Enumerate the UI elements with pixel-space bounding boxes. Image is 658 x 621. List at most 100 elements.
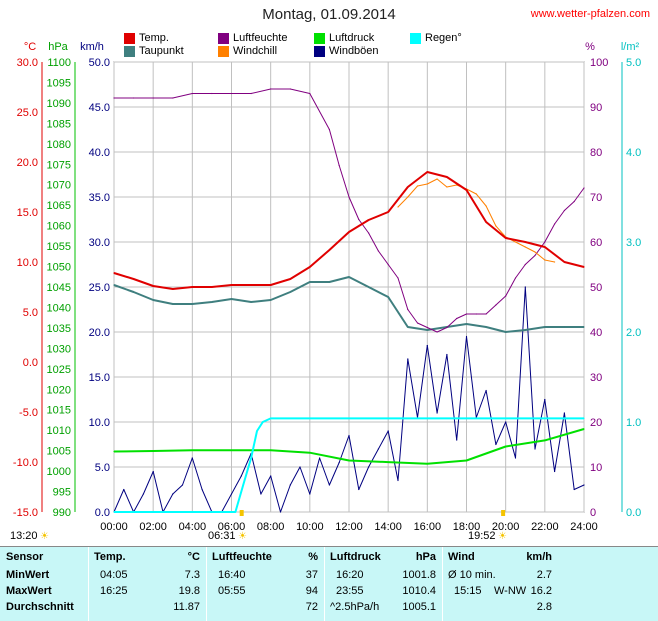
press-time: ^2.5hPa/h <box>330 601 380 613</box>
pressure-tick-label: 1060 <box>47 221 71 233</box>
data-point <box>524 263 526 266</box>
data-point <box>289 278 291 280</box>
site-link[interactable]: www.wetter-pfalzen.com <box>530 8 650 20</box>
legend-dewpoint: Taupunkt <box>124 45 184 57</box>
data-point <box>348 434 350 437</box>
data-point <box>152 299 154 301</box>
data-point <box>456 317 458 320</box>
data-point <box>309 493 311 495</box>
data-point <box>133 291 135 293</box>
legend-humidity-swatch <box>218 32 229 44</box>
data-point <box>358 488 360 491</box>
data-point <box>554 470 556 473</box>
data-point <box>328 484 330 486</box>
data-point <box>534 254 536 257</box>
data-point <box>250 284 252 286</box>
data-point <box>465 335 468 338</box>
pressure-tick-label: 1070 <box>47 180 71 192</box>
data-point <box>583 428 585 430</box>
data-point <box>191 457 193 459</box>
data-point <box>230 298 233 300</box>
data-point <box>573 488 575 491</box>
legend-rain-swatch <box>410 32 421 44</box>
legend-pressure-swatch <box>314 32 325 44</box>
data-point <box>319 457 321 459</box>
data-point <box>328 128 330 131</box>
x-tick-label: 22:00 <box>531 521 559 533</box>
temp-tick-label: -10.0 <box>13 457 38 469</box>
humidity-tick-label: 60 <box>590 237 602 249</box>
data-point <box>242 484 244 486</box>
hdr-humidity: Luftfeuchte <box>212 551 272 563</box>
hdr-wind: Wind <box>448 551 475 563</box>
data-point <box>465 417 468 419</box>
data-point <box>426 329 428 331</box>
hdr-pressure: Luftdruck <box>330 551 381 563</box>
data-point <box>142 493 144 495</box>
legend-rain-label: Regen° <box>425 32 462 44</box>
temp-tick-label: 0.0 <box>23 357 38 369</box>
data-point <box>133 278 135 280</box>
data-point <box>191 303 193 305</box>
humidity-tick-label: 30 <box>590 372 602 384</box>
legend-temp-label: Temp. <box>139 32 169 44</box>
data-point <box>387 461 389 463</box>
data-point <box>397 479 399 482</box>
data-point <box>240 475 242 477</box>
pressure-tick-label: 1045 <box>47 282 71 294</box>
data-point <box>475 193 477 195</box>
temp-tick-label: 5.0 <box>23 307 38 319</box>
sun-icon: ☀ <box>40 531 49 542</box>
data-point <box>279 511 282 513</box>
pressure-tick-label: 1100 <box>47 57 71 69</box>
pressure-tick-label: 1090 <box>47 98 71 110</box>
data-point <box>495 225 497 227</box>
press-value: 1005.1 <box>402 601 436 613</box>
wind-tick-label: 25.0 <box>89 282 110 294</box>
data-point <box>495 443 497 446</box>
legend-gusts-label: Windböen <box>329 45 379 57</box>
data-point <box>544 417 546 419</box>
temp-value: 19.8 <box>178 585 200 597</box>
pressure-tick-label: 1030 <box>47 343 71 355</box>
wind-tick-label: 30.0 <box>89 237 110 249</box>
data-point <box>563 412 566 414</box>
data-point <box>211 286 213 288</box>
humidity-axis-unit: % <box>585 41 595 53</box>
data-point <box>338 461 340 464</box>
legend-gusts-swatch <box>314 45 325 57</box>
humidity-tick-label: 50 <box>590 282 602 294</box>
data-point <box>505 331 507 333</box>
legend-windchill-label: Windchill <box>233 45 278 57</box>
data-point <box>368 232 370 234</box>
data-point <box>563 261 566 263</box>
data-point <box>544 398 546 401</box>
data-point <box>270 475 272 477</box>
hdr-temp: Temp. <box>94 551 126 563</box>
wind-tick-label: 35.0 <box>89 192 110 204</box>
data-point <box>230 92 233 95</box>
temp-value: 11.87 <box>173 601 200 613</box>
data-point <box>309 92 311 95</box>
data-point <box>368 466 370 468</box>
legend-gusts: Windböen <box>314 45 379 57</box>
pressure-tick-label: 1040 <box>47 302 71 314</box>
wind-tick-label: 15.0 <box>89 372 110 384</box>
data-point <box>230 493 233 495</box>
pressure-tick-label: 1065 <box>47 200 71 212</box>
wind-time: Ø 10 min. <box>448 569 496 581</box>
wind-tick-label: 0.0 <box>95 507 110 519</box>
wind-value: 2.8 <box>536 601 552 613</box>
data-point <box>152 470 154 473</box>
data-point <box>234 511 236 513</box>
hum-time: 05:55 <box>218 585 246 597</box>
data-point <box>583 326 585 328</box>
data-point <box>407 358 409 360</box>
data-point <box>465 313 468 315</box>
data-point <box>524 246 526 248</box>
data-point <box>191 92 193 95</box>
wind-tick-label: 50.0 <box>89 57 110 69</box>
data-point <box>348 196 350 198</box>
pressure-tick-label: 1035 <box>47 323 71 335</box>
rain-tick-label: 5.0 <box>626 57 641 69</box>
